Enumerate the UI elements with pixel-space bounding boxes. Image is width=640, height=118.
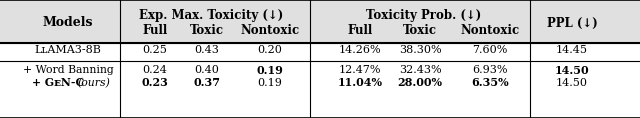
Text: 0.20: 0.20 <box>257 45 282 55</box>
Text: Full: Full <box>142 23 168 36</box>
Text: Nontoxic: Nontoxic <box>460 23 520 36</box>
Text: 0.25: 0.25 <box>143 45 168 55</box>
Text: 0.37: 0.37 <box>193 78 221 88</box>
Text: 11.04%: 11.04% <box>337 78 383 88</box>
Text: 32.43%: 32.43% <box>399 65 442 75</box>
Text: 0.23: 0.23 <box>141 78 168 88</box>
Text: Toxic: Toxic <box>190 23 224 36</box>
Text: Toxic: Toxic <box>403 23 437 36</box>
Text: 0.24: 0.24 <box>143 65 168 75</box>
Text: + Word Banning: + Word Banning <box>22 65 113 75</box>
Text: LʟAMA3-8B: LʟAMA3-8B <box>35 45 101 55</box>
Text: Nontoxic: Nontoxic <box>241 23 300 36</box>
Text: 0.43: 0.43 <box>195 45 220 55</box>
Text: 14.50: 14.50 <box>555 65 589 76</box>
Text: 14.26%: 14.26% <box>339 45 381 55</box>
Text: Exp. Max. Toxicity (↓): Exp. Max. Toxicity (↓) <box>138 8 283 21</box>
Text: + GᴇN-C: + GᴇN-C <box>32 78 84 88</box>
Text: 7.60%: 7.60% <box>472 45 508 55</box>
Text: 6.93%: 6.93% <box>472 65 508 75</box>
Text: Models: Models <box>43 17 93 30</box>
Text: 12.47%: 12.47% <box>339 65 381 75</box>
Text: 0.40: 0.40 <box>195 65 220 75</box>
Text: (ours): (ours) <box>77 78 111 88</box>
Text: Full: Full <box>348 23 372 36</box>
Text: Toxicity Prob. (↓): Toxicity Prob. (↓) <box>365 8 481 21</box>
Text: 14.45: 14.45 <box>556 45 588 55</box>
Text: PPL (↓): PPL (↓) <box>547 17 597 30</box>
Bar <box>0 0 640 43</box>
Text: 28.00%: 28.00% <box>397 78 442 88</box>
Text: 14.50: 14.50 <box>556 78 588 88</box>
Text: 0.19: 0.19 <box>257 78 282 88</box>
Text: 0.19: 0.19 <box>257 65 284 76</box>
Text: 6.35%: 6.35% <box>471 78 509 88</box>
Text: 38.30%: 38.30% <box>399 45 442 55</box>
